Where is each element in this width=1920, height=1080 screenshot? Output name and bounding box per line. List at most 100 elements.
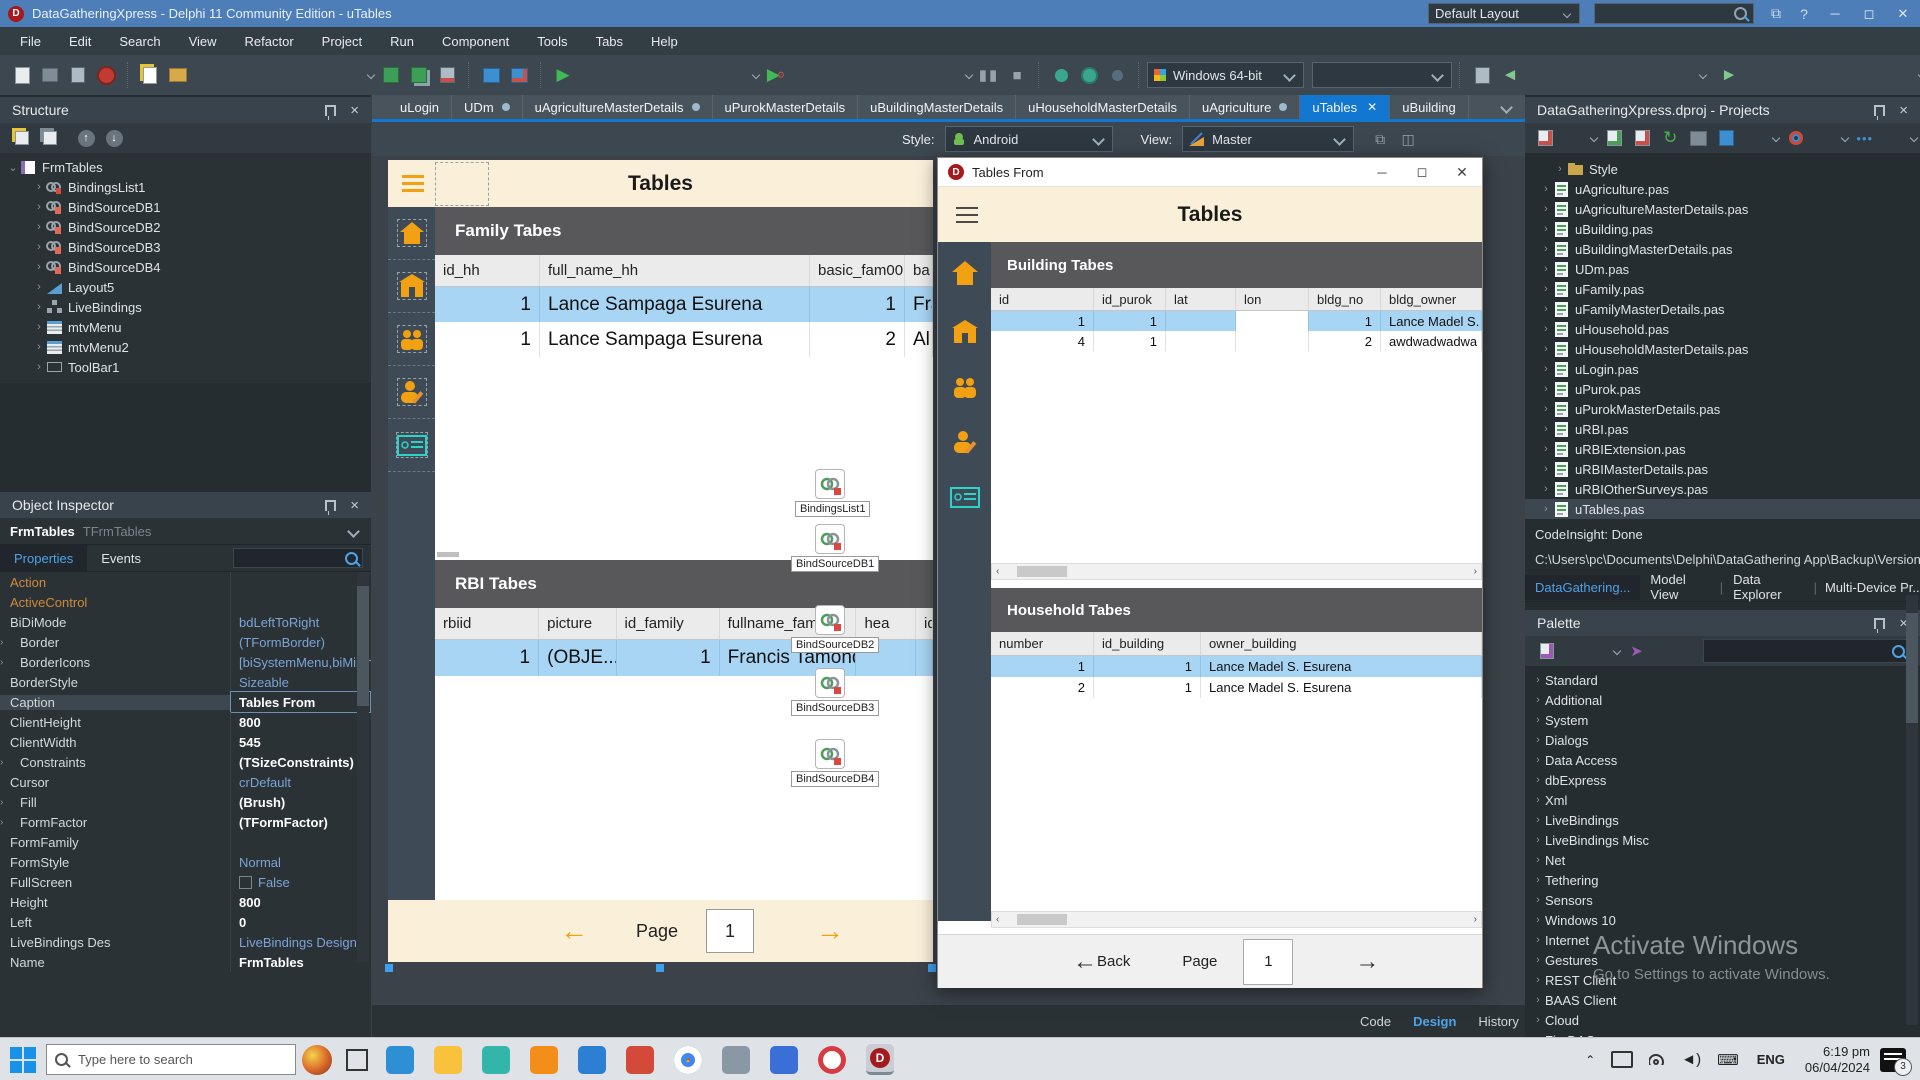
project-node[interactable]: › uPurokMasterDetails.pas: [1544, 401, 1721, 417]
pause-icon[interactable]: ▮▮: [978, 67, 1000, 84]
property-row[interactable]: › Border (TFormBorder): [0, 632, 371, 652]
cast-icon[interactable]: [1611, 1051, 1634, 1068]
menu-tools[interactable]: Tools: [537, 33, 568, 49]
nav-back-icon[interactable]: ◄: [1501, 65, 1519, 84]
nav-forward-icon[interactable]: ►: [1720, 65, 1738, 84]
tab-uagriculture[interactable]: uAgriculture: [1190, 95, 1301, 119]
new-items-icon[interactable]: [12, 65, 32, 85]
palette-category[interactable]: › Additional: [1536, 692, 1603, 708]
cortana-bird-icon[interactable]: [302, 1044, 332, 1075]
prev-page-arrow-icon[interactable]: ←: [560, 915, 588, 946]
delete-item-icon[interactable]: [40, 128, 60, 148]
nav-back-chevron-icon[interactable]: [1698, 70, 1708, 80]
menu-view[interactable]: View: [188, 33, 217, 49]
household-row-selected[interactable]: 1 1 Lance Madel S. Esurena: [991, 656, 1482, 677]
project-node[interactable]: › uBuilding.pas: [1544, 221, 1654, 237]
project-node[interactable]: › uRBIExtension.pas: [1544, 441, 1686, 457]
tray-expand-icon[interactable]: ⌃: [1585, 1052, 1596, 1067]
property-row-fullscreen[interactable]: FullScreen False: [0, 872, 371, 892]
tree-node[interactable]: › ToolBar1: [37, 359, 120, 375]
palette-category[interactable]: › Windows 10: [1536, 912, 1616, 928]
tab-ubuilding[interactable]: uBuilding: [1390, 95, 1469, 119]
building-row[interactable]: 4 1 2 awdwadwadwa: [991, 331, 1482, 351]
taskbar-app-chrome[interactable]: [674, 1045, 702, 1074]
run-chevron-icon[interactable]: [751, 70, 761, 80]
property-row[interactable]: FormFamily: [0, 832, 371, 852]
project-activate-icon[interactable]: [1535, 128, 1555, 148]
close-icon[interactable]: ×: [1899, 101, 1908, 119]
property-row[interactable]: LiveBindings Des LiveBindings Designer: [0, 932, 371, 952]
palette-category[interactable]: › Net: [1536, 852, 1566, 868]
taskbar-app-vscode[interactable]: [578, 1045, 606, 1074]
next-page-arrow-icon[interactable]: →: [816, 915, 845, 946]
run-until-return-icon[interactable]: [1107, 65, 1127, 85]
tab-design[interactable]: Design: [1413, 1013, 1457, 1029]
palette-category[interactable]: › Sensors: [1536, 892, 1593, 908]
selection-handle[interactable]: [385, 964, 393, 972]
palette-category[interactable]: › System: [1536, 712, 1589, 728]
sidebar-home-button[interactable]: [938, 242, 991, 304]
tree-node[interactable]: › Layout5: [37, 279, 115, 295]
property-row[interactable]: ClientHeight 800: [0, 712, 371, 732]
tree-node[interactable]: › BindSourceDB3: [37, 239, 161, 255]
project-node[interactable]: › uRBIMasterDetails.pas: [1544, 461, 1708, 477]
inspector-scrollbar[interactable]: [357, 572, 369, 962]
tab-properties[interactable]: Properties: [0, 545, 88, 571]
close-file-icon[interactable]: [437, 65, 457, 85]
project-node[interactable]: › uFamilyMasterDetails.pas: [1544, 301, 1725, 317]
property-row[interactable]: BorderStyle Sizeable: [0, 672, 371, 692]
taskbar-app-9[interactable]: [770, 1045, 798, 1074]
taskbar-app-1[interactable]: [386, 1045, 414, 1074]
tab-code[interactable]: Code: [1360, 1013, 1392, 1029]
tree-node[interactable]: › BindSourceDB2: [37, 219, 161, 235]
project-node-style[interactable]: › Style: [1558, 161, 1618, 177]
zoom-options-icon[interactable]: ◫: [1401, 130, 1415, 147]
sidebar-person-button[interactable]: [388, 366, 435, 419]
project-node[interactable]: › uHouseholdMasterDetails.pas: [1544, 341, 1749, 357]
sidebar-idcard-button[interactable]: [388, 419, 435, 472]
tab-upurokmasterdetails[interactable]: uPurokMasterDetails: [713, 95, 859, 119]
menu-file[interactable]: File: [20, 33, 41, 49]
float-titlebar[interactable]: D Tables From ─ ◻ ✕: [938, 158, 1482, 187]
property-row[interactable]: Height 800: [0, 892, 371, 912]
palette-category[interactable]: › Data Access: [1536, 752, 1618, 768]
project-node[interactable]: › UDm.pas: [1544, 261, 1630, 277]
property-row[interactable]: › FormFactor (TFormFactor): [0, 812, 371, 832]
layout-switch-icon[interactable]: ⧉: [1771, 5, 1781, 21]
back-button[interactable]: ← Back: [1073, 947, 1131, 975]
menu-edit[interactable]: Edit: [68, 33, 92, 49]
tab-udm[interactable]: UDm: [452, 95, 523, 119]
hamburger-icon[interactable]: [402, 175, 424, 192]
run-without-debug-icon[interactable]: ▶ ⚙: [766, 65, 786, 84]
palette-scrollbar[interactable]: [1906, 595, 1918, 1025]
bindsourcedb1-component[interactable]: [815, 524, 845, 554]
tree-node[interactable]: › BindingsList1: [37, 179, 146, 195]
keyboard-icon[interactable]: ⌨: [1717, 1051, 1739, 1069]
stop-insight-icon[interactable]: [96, 65, 116, 85]
property-row[interactable]: Name FrmTables: [0, 952, 371, 972]
palette-category[interactable]: › LiveBindings: [1536, 812, 1619, 828]
menu-search[interactable]: Search: [119, 33, 161, 49]
tree-node-form[interactable]: ⌄ FrmTables: [8, 159, 103, 175]
tab-datagathering[interactable]: DataGathering...: [1525, 574, 1641, 600]
taskbar-search[interactable]: Type here to search: [46, 1044, 296, 1075]
move-up-icon[interactable]: ↑: [76, 128, 96, 148]
compile-icon[interactable]: [1472, 65, 1492, 85]
property-search-input[interactable]: [233, 548, 363, 568]
property-row[interactable]: Left 0: [0, 912, 371, 932]
target-icon[interactable]: [1786, 128, 1806, 148]
tab-events[interactable]: Events: [101, 550, 141, 566]
sidebar-building-button[interactable]: [938, 304, 991, 359]
scroll-right-icon[interactable]: ›: [1473, 914, 1477, 925]
tree-node[interactable]: › LiveBindings: [37, 299, 142, 315]
desktop-layout-select[interactable]: Default Layout: [1428, 3, 1580, 24]
palette-search-input[interactable]: [1703, 639, 1912, 663]
help-icon[interactable]: ?: [1800, 5, 1808, 22]
property-row[interactable]: Action: [0, 572, 371, 592]
page-number-input[interactable]: 1: [1243, 938, 1294, 985]
tab-model-view[interactable]: Model View: [1650, 572, 1686, 602]
pin-icon[interactable]: [1874, 104, 1886, 120]
language-indicator[interactable]: ENG: [1756, 1052, 1785, 1067]
building-row-selected[interactable]: 1 1 1 Lance Madel S. Esu: [991, 311, 1482, 331]
bindsourcedb2-component[interactable]: [815, 605, 845, 635]
